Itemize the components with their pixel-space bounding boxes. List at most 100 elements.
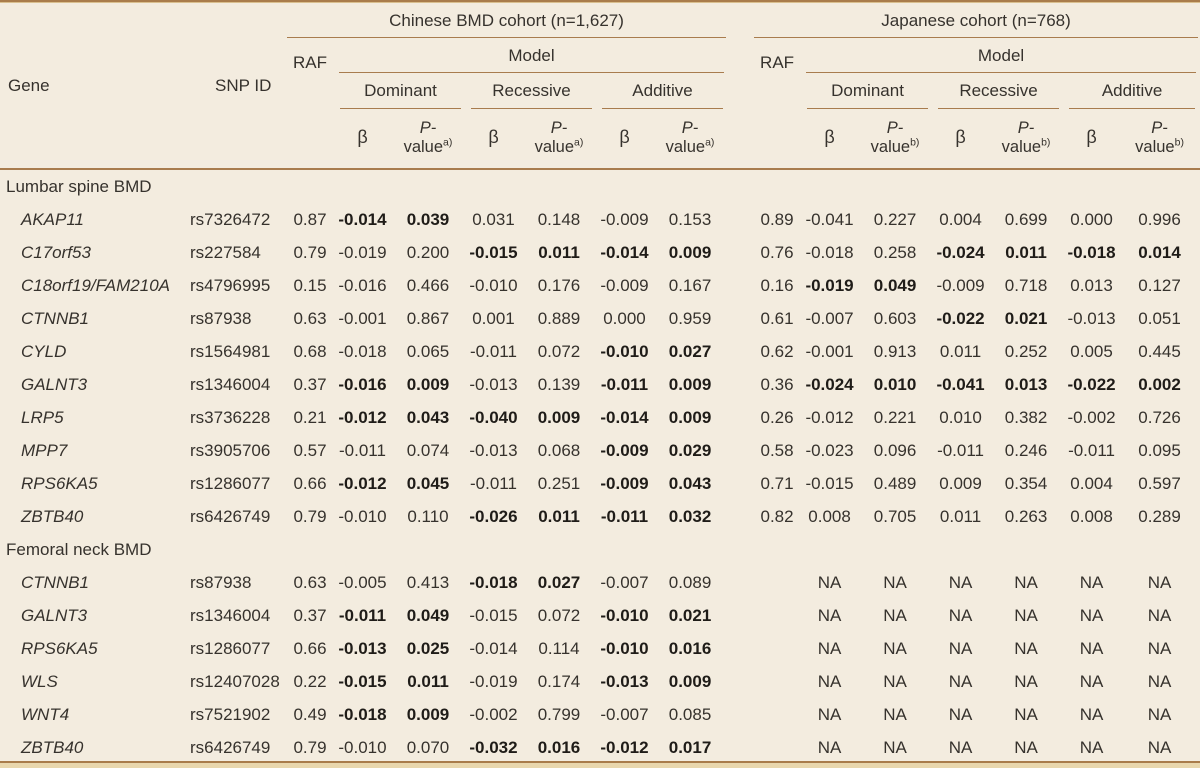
- column-spacer: [728, 434, 752, 467]
- value-cell: -0.040: [469, 407, 518, 427]
- value-cell: 0.71: [760, 473, 794, 493]
- value-cell: 0.025: [406, 638, 450, 658]
- value-cell: -0.041: [805, 209, 854, 229]
- value-cell: 0.004: [1070, 473, 1113, 493]
- value-cell: -0.015: [805, 473, 854, 493]
- value-cell: -0.012: [805, 407, 854, 427]
- value-cell: -0.011: [600, 374, 649, 394]
- value-cell: 0.867: [406, 308, 450, 328]
- value-cell: 0.251: [537, 473, 581, 493]
- snp-cell: rs87938: [190, 572, 252, 592]
- value-cell: -0.011: [1068, 440, 1116, 460]
- value-cell: NA: [948, 638, 973, 658]
- japanese-cohort-header: Japanese cohort (n=768): [752, 3, 1200, 38]
- value-cell: 0.085: [668, 704, 712, 724]
- value-cell: 0.014: [1138, 242, 1181, 262]
- value-cell: 0.61: [760, 308, 794, 328]
- value-cell: 0.009: [939, 473, 982, 493]
- value-cell: 0.799: [537, 704, 581, 724]
- snp-cell: rs1346004: [190, 374, 271, 394]
- value-cell: -0.019: [805, 275, 854, 295]
- value-cell: 0.089: [668, 572, 712, 592]
- value-cell: 0.017: [668, 737, 712, 757]
- value-cell: -0.009: [600, 209, 649, 229]
- column-spacer: [728, 632, 752, 665]
- value-cell: -0.009: [600, 440, 649, 460]
- additive-label: Additive: [602, 81, 724, 109]
- value-cell: -0.018: [805, 242, 854, 262]
- value-cell: 0.068: [537, 440, 581, 460]
- value-cell: 0.011: [1005, 242, 1047, 262]
- value-cell: 0.15: [293, 275, 327, 295]
- snp-cell: rs1286077: [190, 473, 271, 493]
- value-cell: -0.014: [600, 242, 649, 262]
- value-cell: [752, 731, 802, 764]
- value-cell: NA: [1079, 704, 1104, 724]
- value-cell: 0.413: [406, 572, 450, 592]
- footnote-mark-b: b): [1174, 136, 1184, 148]
- table-row: RPS6KA5 rs1286077 0.66 -0.012 0.045 -0.011 0.2…: [0, 467, 1200, 500]
- value-cell: 0.63: [293, 308, 327, 328]
- value-cell: 0.139: [537, 374, 581, 394]
- value-cell: 0.718: [1004, 275, 1048, 295]
- value-cell: 0.070: [406, 737, 450, 757]
- value-cell: NA: [948, 671, 973, 691]
- table-body: Lumbar spine BMD AKAP11 rs7326472 0.87 -0.01…: [0, 170, 1200, 764]
- dominant-header-japanese: Dominant: [802, 73, 933, 109]
- recessive-label: Recessive: [471, 81, 592, 109]
- value-cell: NA: [1147, 737, 1172, 757]
- model-header-chinese: Model: [335, 38, 728, 73]
- value-cell: -0.010: [600, 341, 649, 361]
- table-row: ZBTB40 rs6426749 0.79 -0.010 0.070 -0.032 0.01…: [0, 731, 1200, 764]
- value-cell: 0.289: [1138, 506, 1181, 526]
- recessive-header-japanese: Recessive: [933, 73, 1064, 109]
- footnote-mark-b: b): [910, 136, 920, 148]
- value-cell: 0.66: [293, 473, 327, 493]
- value-cell: 0.021: [1004, 308, 1048, 328]
- gene-cell: ZBTB40: [21, 506, 84, 526]
- table-header: Gene SNP ID Chinese BMD cohort (n=1,627)…: [0, 3, 1200, 170]
- table-row: CYLD rs1564981 0.68 -0.018 0.065 -0.011 0.072-…: [0, 335, 1200, 368]
- value-cell: 0.011: [939, 341, 982, 361]
- value-cell: 0.043: [668, 473, 712, 493]
- value-cell: -0.011: [470, 473, 517, 493]
- value-cell: 0.001: [472, 308, 515, 328]
- beta-header: β: [466, 109, 521, 170]
- snp-cell: rs87938: [190, 308, 252, 328]
- snp-cell: rs227584: [190, 242, 261, 262]
- value-cell: 0.072: [537, 341, 581, 361]
- value-cell: 0.699: [1004, 209, 1048, 229]
- value-cell: NA: [1014, 704, 1038, 724]
- value-cell: 0.127: [1138, 275, 1181, 295]
- value-cell: -0.026: [469, 506, 518, 526]
- value-cell: -0.013: [469, 374, 518, 394]
- value-cell: -0.010: [338, 506, 387, 526]
- table-row: ZBTB40 rs6426749 0.79 -0.010 0.110 -0.026 0.01…: [0, 500, 1200, 533]
- value-cell: -0.023: [805, 440, 854, 460]
- snp-cell: rs12407028: [190, 671, 280, 691]
- table-row: WLS rs12407028 0.22 -0.015 0.011 -0.019 0.174-…: [0, 665, 1200, 698]
- chinese-cohort-header: Chinese BMD cohort (n=1,627): [285, 3, 728, 38]
- value-cell: 0.62: [760, 341, 794, 361]
- gene-cell: ZBTB40: [21, 737, 84, 757]
- value-cell: -0.015: [469, 242, 518, 262]
- value-cell: -0.009: [600, 473, 649, 493]
- value-cell: 0.051: [1138, 308, 1181, 328]
- value-cell: NA: [1079, 671, 1104, 691]
- value-cell: 0.913: [873, 341, 917, 361]
- value-cell: 0.032: [668, 506, 712, 526]
- model-header-japanese: Model: [802, 38, 1200, 73]
- snp-cell: rs3736228: [190, 407, 271, 427]
- value-cell: 0.009: [668, 242, 712, 262]
- value-cell: NA: [1014, 605, 1038, 625]
- table-row: AKAP11 rs7326472 0.87 -0.014 0.039 0.031 0.148…: [0, 203, 1200, 236]
- value-cell: 0.76: [760, 242, 794, 262]
- value-cell: 0.63: [293, 572, 327, 592]
- dominant-header-chinese: Dominant: [335, 73, 466, 109]
- value-cell: NA: [1079, 572, 1104, 592]
- value-cell: [752, 566, 802, 599]
- value-cell: 0.039: [406, 209, 450, 229]
- value-cell: 0.445: [1138, 341, 1181, 361]
- value-cell: 0.009: [668, 671, 712, 691]
- value-cell: 0.011: [538, 506, 580, 526]
